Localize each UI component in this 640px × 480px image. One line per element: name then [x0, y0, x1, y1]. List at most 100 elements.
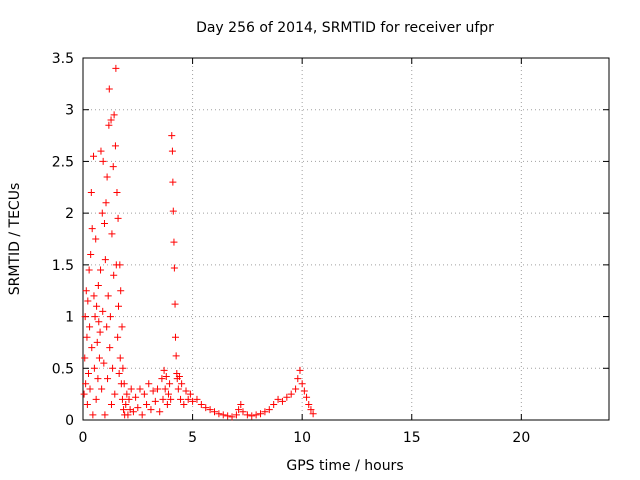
data-point	[111, 142, 119, 150]
data-point	[111, 390, 119, 398]
data-point	[99, 157, 107, 165]
data-point	[96, 328, 104, 336]
y-axis-label: SRMTID / TECUs	[7, 183, 23, 296]
data-point	[136, 385, 144, 393]
y-tick-label: 0	[65, 413, 74, 429]
data-point	[149, 387, 157, 395]
data-point	[307, 406, 315, 414]
x-axis-label: GPS time / hours	[286, 458, 403, 474]
data-point	[118, 395, 126, 403]
data-point	[257, 410, 265, 418]
data-point	[90, 292, 98, 300]
data-point	[119, 364, 127, 372]
data-point	[166, 380, 174, 388]
data-point	[170, 264, 178, 272]
plot-border	[82, 57, 610, 421]
data-point	[97, 147, 105, 155]
data-point	[237, 400, 245, 408]
data-point	[138, 411, 146, 419]
data-point	[110, 271, 118, 279]
data-point	[160, 366, 168, 374]
data-point	[88, 225, 96, 233]
data-point	[159, 395, 167, 403]
data-point	[134, 404, 142, 412]
data-point	[270, 400, 278, 408]
data-point	[232, 411, 240, 419]
data-point	[110, 111, 118, 119]
data-point	[106, 344, 114, 352]
data-point	[178, 380, 186, 388]
data-point	[129, 408, 137, 416]
data-point	[85, 266, 93, 274]
data-point	[95, 354, 103, 362]
data-point	[127, 385, 135, 393]
data-point	[95, 318, 103, 326]
data-point	[174, 385, 182, 393]
data-point	[94, 375, 102, 383]
data-point	[151, 397, 159, 405]
y-tick-label: 0.5	[52, 361, 74, 377]
data-point	[105, 85, 113, 93]
data-point	[206, 406, 214, 414]
data-point	[175, 373, 183, 381]
y-tick-label: 3	[65, 103, 74, 119]
data-point	[87, 251, 95, 259]
grid-lines	[83, 58, 609, 420]
data-point	[112, 64, 120, 72]
data-point	[83, 333, 91, 341]
data-point	[108, 230, 116, 238]
data-point	[84, 369, 92, 377]
x-tick-label: 5	[188, 430, 197, 446]
x-tick-label: 10	[293, 430, 311, 446]
data-point	[186, 390, 194, 398]
data-point	[292, 385, 300, 393]
data-point	[107, 400, 115, 408]
data-point	[132, 393, 140, 401]
data-point	[90, 364, 98, 372]
data-point	[261, 408, 269, 416]
data-point	[120, 380, 128, 388]
x-tick-label: 15	[403, 430, 421, 446]
data-point	[114, 214, 122, 222]
data-point	[193, 395, 201, 403]
x-tick-label: 0	[79, 430, 88, 446]
data-point	[278, 397, 286, 405]
data-point	[109, 364, 117, 372]
x-tick-label: 20	[512, 430, 530, 446]
data-point	[298, 380, 306, 388]
data-point	[239, 408, 247, 416]
data-point	[224, 412, 232, 420]
data-point	[171, 333, 179, 341]
chart-title: Day 256 of 2014, SRMTID for receiver ufp…	[196, 20, 494, 36]
data-point	[88, 344, 96, 352]
data-point	[303, 393, 311, 401]
data-point	[83, 400, 91, 408]
data-point	[243, 411, 251, 419]
data-point	[124, 411, 132, 419]
data-point	[123, 390, 131, 398]
data-point	[105, 121, 113, 129]
y-tick-label: 2.5	[52, 154, 74, 170]
data-point	[215, 410, 223, 418]
data-point	[177, 395, 185, 403]
data-point	[168, 132, 176, 140]
data-point	[125, 395, 133, 403]
data-point	[92, 395, 100, 403]
data-point	[219, 411, 227, 419]
data-point	[82, 287, 90, 295]
data-point	[182, 387, 190, 395]
data-point	[189, 397, 197, 405]
data-point	[80, 390, 88, 398]
data-point	[170, 238, 178, 246]
data-point	[104, 375, 112, 383]
data-point	[163, 400, 171, 408]
data-point	[82, 380, 90, 388]
data-point	[158, 375, 166, 383]
y-tick-label: 2	[65, 206, 74, 222]
data-point	[211, 408, 218, 416]
data-point	[89, 411, 97, 419]
data-point	[202, 404, 210, 412]
data-point	[92, 235, 100, 243]
data-point	[93, 302, 101, 310]
data-point	[180, 400, 188, 408]
